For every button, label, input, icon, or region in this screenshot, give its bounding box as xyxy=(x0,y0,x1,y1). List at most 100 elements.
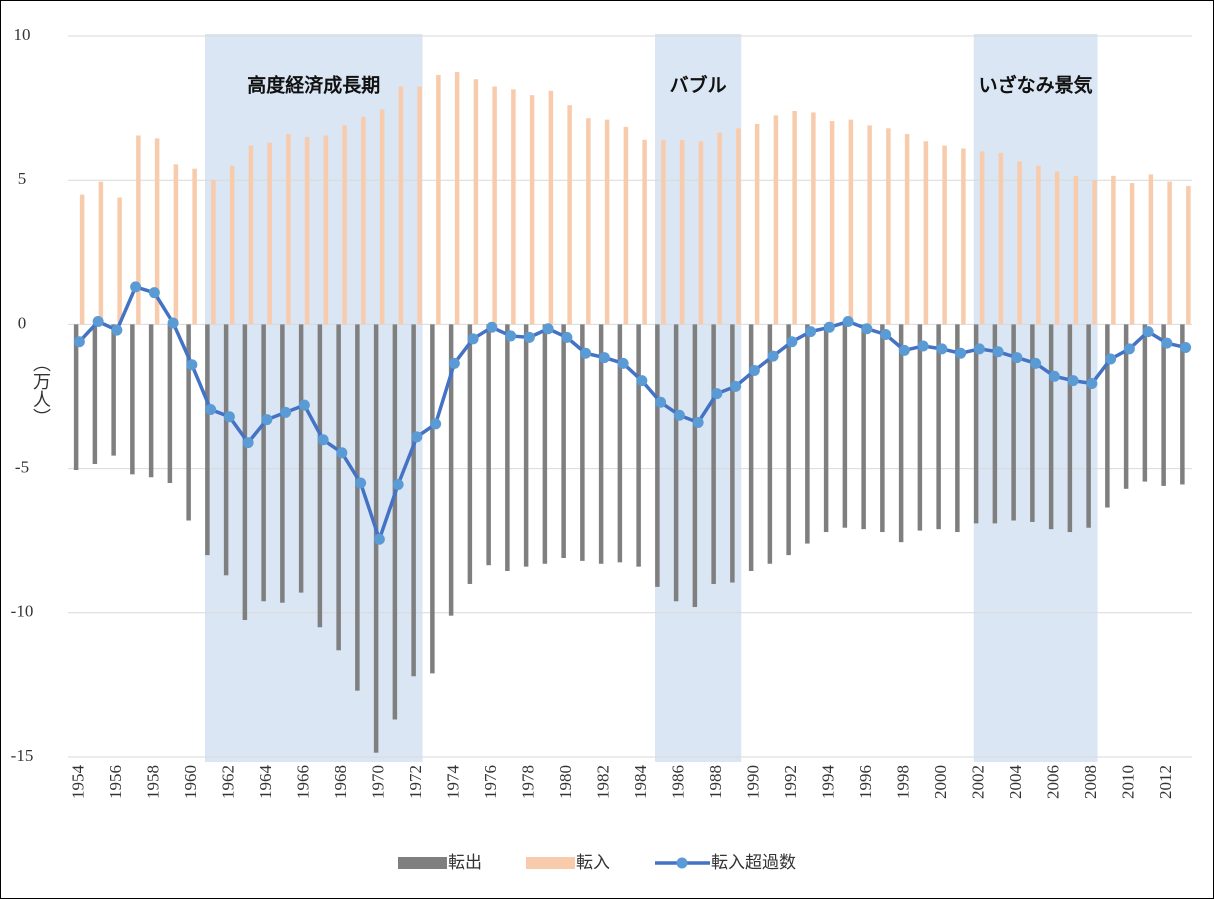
bar xyxy=(1092,180,1097,325)
bar xyxy=(523,324,529,567)
x-tick-label: 1958 xyxy=(143,765,162,799)
marker xyxy=(936,343,948,355)
x-tick-label: 1966 xyxy=(293,765,312,799)
bar xyxy=(1186,185,1191,325)
bar xyxy=(580,324,585,561)
x-tick-label: 2006 xyxy=(1043,765,1062,799)
bar xyxy=(848,119,854,325)
bar xyxy=(492,86,497,325)
bar xyxy=(379,109,385,325)
period-shade xyxy=(205,34,423,762)
marker xyxy=(898,344,910,356)
bar xyxy=(561,324,566,559)
bar xyxy=(773,115,779,325)
bar xyxy=(829,121,835,325)
bar xyxy=(730,324,735,583)
period-label: 高度経済成長期 xyxy=(247,74,380,97)
x-tick-label: 1994 xyxy=(818,765,837,800)
bar xyxy=(454,72,460,325)
marker xyxy=(205,403,217,415)
bar xyxy=(1142,324,1148,482)
bar xyxy=(304,136,310,325)
bar xyxy=(436,74,441,325)
bar xyxy=(823,324,829,533)
bar xyxy=(186,324,191,521)
period-shade xyxy=(973,34,1098,762)
marker xyxy=(880,328,892,340)
x-tick-label: 1964 xyxy=(256,765,275,800)
marker xyxy=(673,409,685,421)
marker xyxy=(111,324,123,336)
bar xyxy=(642,139,647,325)
legend-marker xyxy=(676,857,688,869)
bar xyxy=(655,324,660,587)
bar xyxy=(786,324,791,556)
bar xyxy=(486,324,491,566)
bar xyxy=(898,324,904,543)
bar xyxy=(1048,324,1054,530)
marker xyxy=(1048,370,1060,382)
bar xyxy=(1030,324,1035,522)
bar xyxy=(511,89,516,325)
bar xyxy=(117,197,122,325)
bar xyxy=(698,141,704,325)
x-tick-label: 1974 xyxy=(443,765,462,800)
marker xyxy=(486,321,498,333)
bar xyxy=(1148,174,1154,325)
bar xyxy=(280,324,285,603)
bar xyxy=(736,128,741,325)
marker xyxy=(580,347,592,359)
y-tick-label: -15 xyxy=(11,746,34,765)
bar xyxy=(1167,181,1172,325)
marker xyxy=(261,414,273,426)
x-tick-label: 1960 xyxy=(181,765,200,799)
marker xyxy=(748,365,760,377)
x-tick-label: 1954 xyxy=(68,765,87,800)
marker xyxy=(1030,357,1042,369)
bar xyxy=(754,123,760,325)
bar xyxy=(955,324,960,533)
legend-label: 転出 xyxy=(448,853,482,873)
marker xyxy=(336,447,348,459)
bar xyxy=(473,79,479,325)
bar xyxy=(979,151,985,325)
bar xyxy=(904,134,910,325)
bar xyxy=(242,324,248,621)
marker xyxy=(692,416,704,428)
marker xyxy=(917,340,929,352)
x-tick-label: 1978 xyxy=(518,765,537,799)
marker xyxy=(1067,375,1079,387)
bar xyxy=(529,95,535,325)
bar xyxy=(505,324,510,571)
bar xyxy=(567,105,572,325)
period-shade xyxy=(655,34,742,762)
period-label: バブル xyxy=(670,74,727,97)
bar xyxy=(467,324,473,584)
x-tick-label: 1962 xyxy=(218,765,237,799)
marker xyxy=(148,287,160,299)
bar xyxy=(1123,324,1129,489)
legend-label: 転入 xyxy=(576,853,610,873)
bar xyxy=(98,181,104,325)
bar xyxy=(1017,161,1022,325)
marker xyxy=(373,533,385,545)
marker xyxy=(730,380,742,392)
bar xyxy=(248,145,254,325)
marker xyxy=(1123,343,1135,355)
marker xyxy=(1105,353,1117,365)
marker xyxy=(130,281,142,293)
bar xyxy=(861,324,866,530)
bar xyxy=(167,324,173,484)
bar xyxy=(917,324,923,531)
bar xyxy=(886,128,891,325)
bar xyxy=(355,324,360,691)
bar xyxy=(692,324,698,608)
bar xyxy=(673,324,679,602)
marker xyxy=(598,352,610,364)
period-label: いざなみ景気 xyxy=(979,74,1093,97)
x-tick-label: 1988 xyxy=(706,765,725,799)
x-tick-label: 1998 xyxy=(893,765,912,799)
marker xyxy=(430,418,442,430)
bar xyxy=(923,141,929,325)
marker xyxy=(655,396,667,408)
